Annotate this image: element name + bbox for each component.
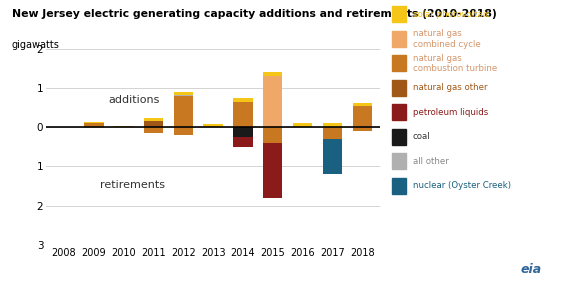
Bar — [263, 75, 282, 76]
Bar — [353, 127, 372, 131]
Bar — [233, 98, 253, 102]
Bar — [54, 126, 74, 127]
Text: eia: eia — [520, 264, 541, 276]
Text: petroleum liquids: petroleum liquids — [413, 108, 488, 117]
Bar — [144, 121, 163, 127]
Text: nuclear (Oyster Creek): nuclear (Oyster Creek) — [413, 181, 511, 190]
Text: all other: all other — [413, 157, 449, 166]
Bar — [84, 127, 104, 128]
Bar — [173, 92, 193, 95]
Text: natural gas other: natural gas other — [413, 83, 487, 92]
Bar — [263, 76, 282, 127]
Bar — [263, 143, 282, 198]
Text: New Jersey electric generating capacity additions and retirements (2010-2018): New Jersey electric generating capacity … — [12, 9, 497, 19]
Bar — [84, 123, 104, 127]
Text: natural gas
combined cycle: natural gas combined cycle — [413, 29, 481, 49]
Bar — [84, 122, 104, 123]
Bar — [233, 137, 253, 147]
Bar — [293, 123, 312, 127]
Bar — [353, 106, 372, 127]
Bar — [263, 127, 282, 143]
Text: retirements: retirements — [100, 180, 165, 190]
Bar — [323, 127, 342, 139]
Text: gigawatts: gigawatts — [12, 40, 59, 50]
Bar — [114, 126, 133, 127]
Bar — [323, 139, 342, 174]
Bar — [353, 103, 372, 106]
Bar — [233, 102, 253, 127]
Text: solar photovoltaic: solar photovoltaic — [413, 10, 490, 19]
Bar — [144, 127, 163, 133]
Text: additions: additions — [109, 95, 160, 105]
Bar — [233, 127, 253, 137]
Bar — [263, 72, 282, 75]
Bar — [203, 124, 223, 127]
Bar — [173, 96, 193, 127]
Text: natural gas
combustion turbine: natural gas combustion turbine — [413, 54, 497, 73]
Bar — [173, 95, 193, 96]
Bar — [144, 118, 163, 121]
Bar — [173, 127, 193, 135]
Text: coal: coal — [413, 132, 431, 141]
Bar — [323, 123, 342, 127]
